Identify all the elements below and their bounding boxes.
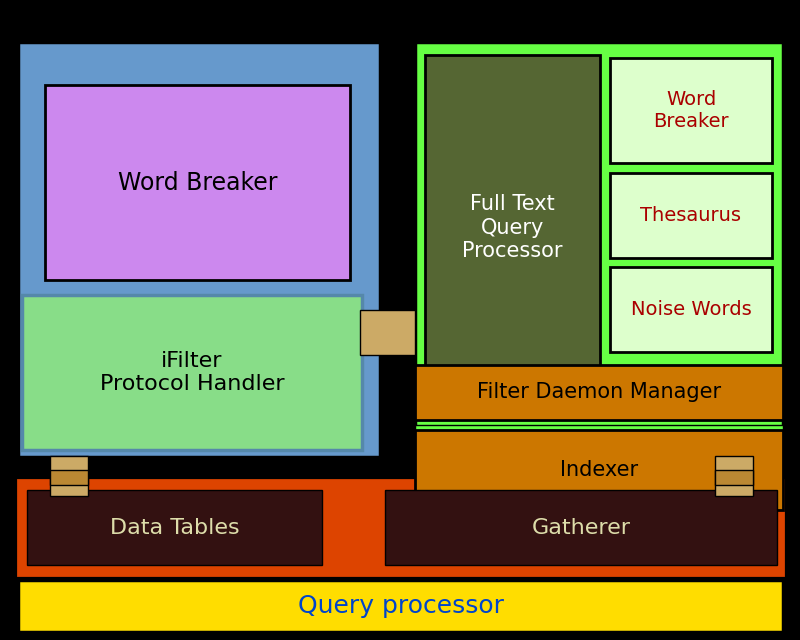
Text: Gatherer: Gatherer xyxy=(531,518,630,538)
Text: Full Text
Query
Processor: Full Text Query Processor xyxy=(462,195,562,260)
Bar xyxy=(425,55,600,400)
Text: Noise Words: Noise Words xyxy=(630,300,751,319)
Bar xyxy=(18,42,380,457)
Text: Query processor: Query processor xyxy=(298,594,503,618)
Bar xyxy=(22,295,362,450)
Bar xyxy=(50,470,88,485)
Bar xyxy=(415,425,783,447)
Text: Word Breaker: Word Breaker xyxy=(118,170,278,195)
Bar xyxy=(610,267,772,352)
Text: Data Tables: Data Tables xyxy=(110,518,239,538)
Bar xyxy=(715,456,753,496)
Bar xyxy=(50,456,88,496)
Bar xyxy=(715,470,753,485)
Bar xyxy=(18,480,783,575)
Text: iFilter
Protocol Handler: iFilter Protocol Handler xyxy=(100,351,284,394)
Bar xyxy=(27,490,322,565)
Bar xyxy=(360,310,415,355)
Bar xyxy=(610,173,772,258)
Text: Word
Breaker: Word Breaker xyxy=(653,90,729,131)
Bar xyxy=(610,58,772,163)
Bar xyxy=(45,85,350,280)
Bar xyxy=(415,42,783,457)
Text: Thesaurus: Thesaurus xyxy=(641,206,742,225)
Bar xyxy=(385,490,777,565)
Bar xyxy=(18,580,783,632)
Bar xyxy=(415,365,783,420)
Text: Indexer: Indexer xyxy=(560,460,638,480)
Bar xyxy=(415,430,783,510)
Text: Filter Daemon Manager: Filter Daemon Manager xyxy=(477,383,721,403)
